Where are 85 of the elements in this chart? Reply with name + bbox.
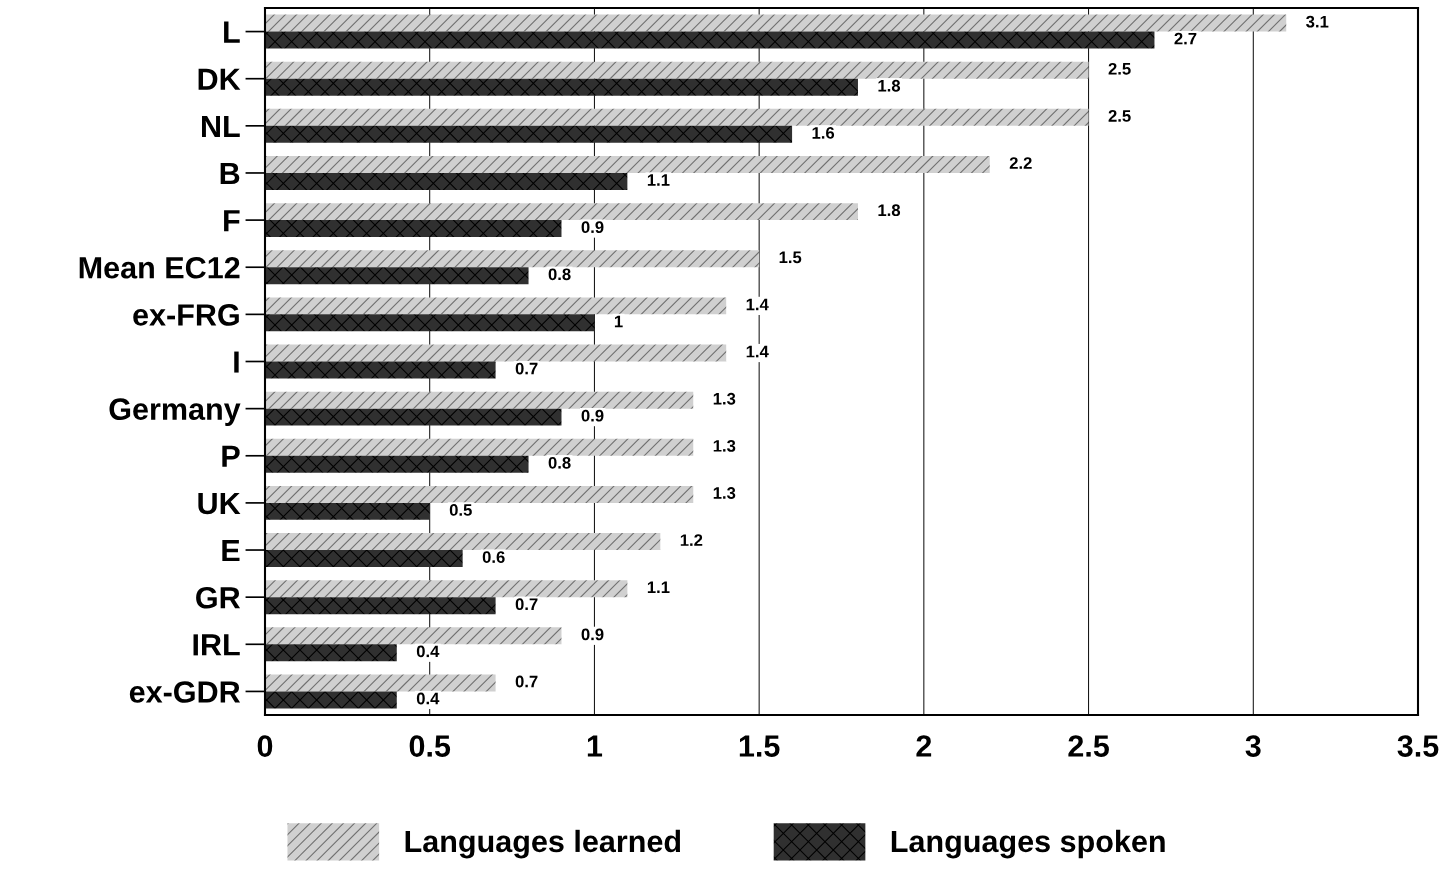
bar <box>265 78 858 96</box>
y-tick-label: P <box>222 445 240 467</box>
bar <box>265 125 793 143</box>
x-tick-label: 1 <box>587 735 603 757</box>
data-label: 1 <box>614 315 623 328</box>
data-label: 1.4 <box>746 298 769 311</box>
y-tick-label: NL <box>202 115 240 137</box>
bar <box>265 31 1155 49</box>
bar <box>265 203 858 221</box>
bar <box>265 502 430 520</box>
data-label: 0.9 <box>581 221 604 234</box>
x-tick-label: 3 <box>1245 735 1261 757</box>
data-label: 1.6 <box>812 126 835 139</box>
bar <box>265 297 727 315</box>
data-label: 1.1 <box>647 581 670 593</box>
y-tick-label: I <box>234 351 239 373</box>
y-tick-label: B <box>220 163 240 185</box>
data-label: 0.9 <box>581 628 604 641</box>
data-label: 0.7 <box>515 598 538 611</box>
bar <box>265 391 694 409</box>
data-label: 2.2 <box>1009 157 1032 169</box>
data-label: 1.3 <box>713 487 736 499</box>
bar <box>265 314 595 332</box>
bar <box>265 220 562 238</box>
x-tick-label: 2.5 <box>1068 735 1109 757</box>
data-label: 2.5 <box>1108 62 1131 75</box>
data-label: 0.8 <box>548 268 571 281</box>
bar <box>265 361 496 379</box>
bar <box>265 108 1089 126</box>
data-label: 1.5 <box>779 251 802 264</box>
bar <box>265 408 562 426</box>
x-tick-label: 0 <box>257 735 273 757</box>
data-label: 1.3 <box>713 439 736 452</box>
data-label: 2.5 <box>1108 110 1131 122</box>
data-label: 1.4 <box>746 345 769 358</box>
x-tick-label: 0.5 <box>409 735 451 757</box>
data-label: 3.1 <box>1306 15 1329 28</box>
data-label: 0.7 <box>515 362 538 375</box>
data-label: 0.6 <box>482 551 505 563</box>
data-label: 1.8 <box>878 79 901 92</box>
x-tick-label: 3.5 <box>1397 735 1439 757</box>
data-label: 1.2 <box>680 534 703 546</box>
bar <box>265 533 661 551</box>
x-tick-label: 1.5 <box>739 735 780 757</box>
bar <box>265 627 562 645</box>
y-tick-label: ex-FRG <box>133 304 239 326</box>
bar <box>265 172 628 190</box>
data-label: 1.8 <box>878 204 901 217</box>
bar <box>265 156 990 173</box>
data-label: 0.4 <box>416 692 440 705</box>
data-label: 0.5 <box>449 504 472 516</box>
data-label: 1.3 <box>713 392 736 405</box>
y-tick-label: GR <box>196 586 241 609</box>
data-label: 0.9 <box>581 409 604 422</box>
y-tick-label: IRL <box>193 634 240 656</box>
y-tick-label: L <box>224 21 240 43</box>
bar <box>265 580 628 598</box>
y-tick-label: ex-GDR <box>129 681 241 703</box>
bar <box>265 14 1287 32</box>
legend-label: Languages learned <box>405 829 681 859</box>
bar <box>265 644 397 662</box>
bar <box>265 550 463 567</box>
data-label: 1.1 <box>647 174 670 186</box>
bar <box>265 485 694 503</box>
y-tick-label: E <box>222 540 240 562</box>
bar <box>265 61 1089 79</box>
data-label: 0.7 <box>515 675 538 688</box>
bar <box>265 455 529 473</box>
legend-label: Languages spoken <box>891 829 1165 859</box>
bar <box>265 344 727 362</box>
bar <box>265 597 496 615</box>
bar <box>265 691 397 709</box>
y-tick-label: F <box>224 210 240 232</box>
bar <box>265 250 760 268</box>
bar <box>265 267 529 285</box>
x-tick-label: 2 <box>916 735 932 757</box>
data-label: 0.8 <box>548 456 571 469</box>
y-tick-label: DK <box>198 68 241 90</box>
y-tick-label: Mean EC12 <box>79 256 240 279</box>
data-label: 2.7 <box>1174 32 1197 45</box>
y-tick-label: UK <box>198 492 241 515</box>
bar <box>265 674 496 692</box>
bar <box>265 438 694 456</box>
data-label: 0.4 <box>416 645 440 658</box>
y-tick-label: Germany <box>109 398 241 427</box>
